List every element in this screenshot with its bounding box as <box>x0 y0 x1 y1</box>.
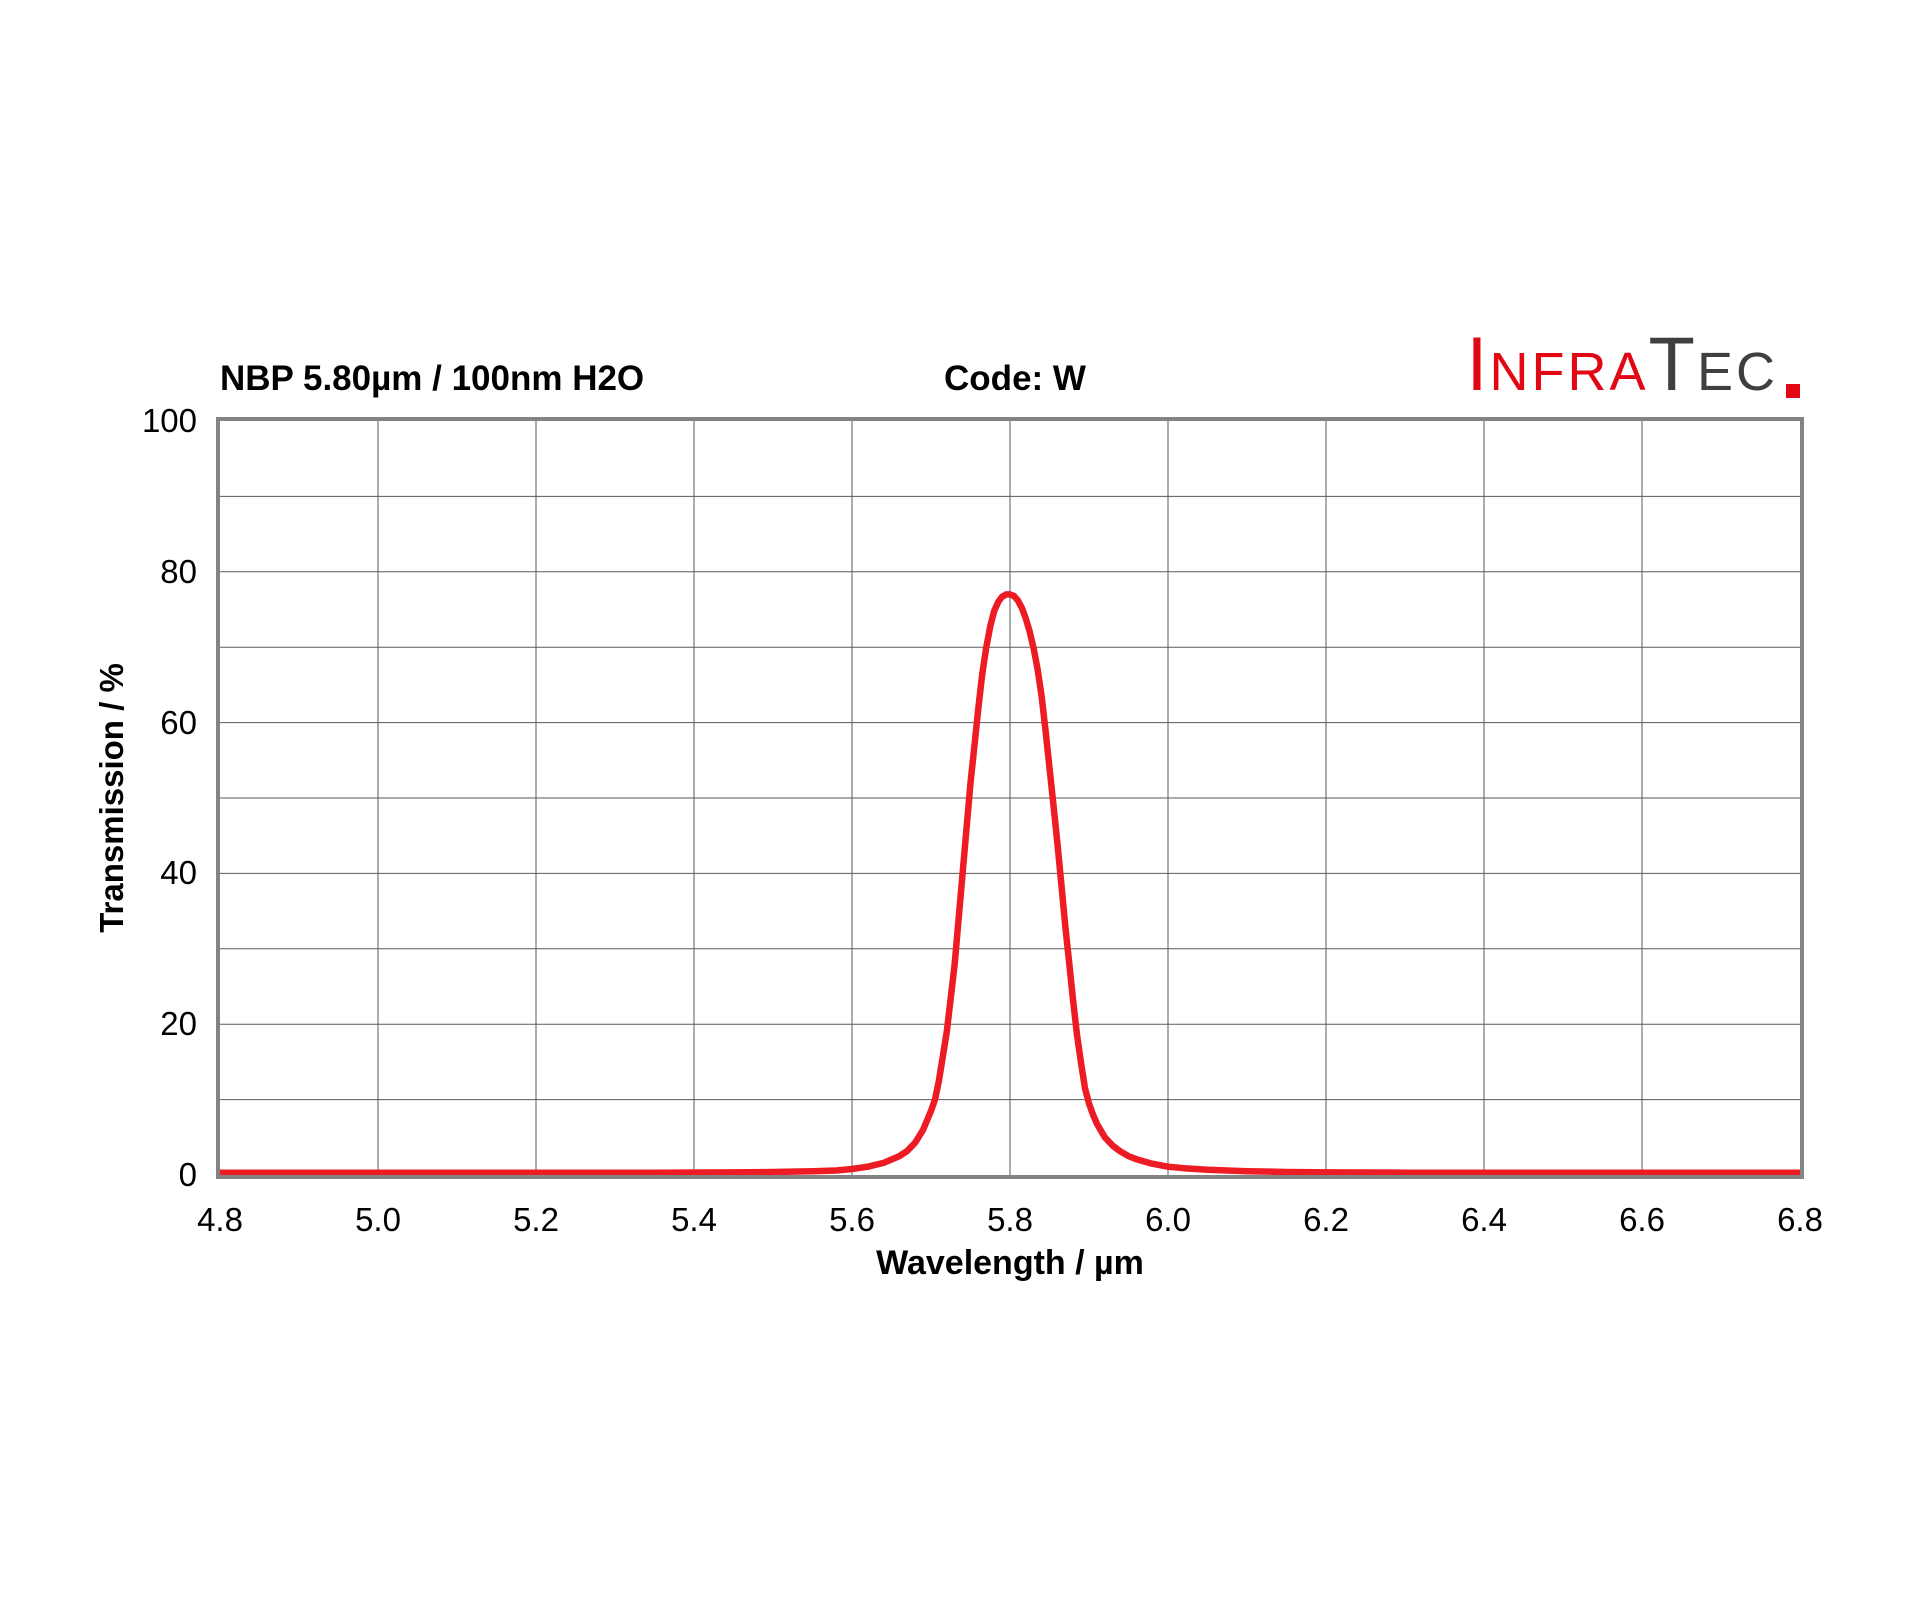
infratec-logo: I NFRA T EC <box>1400 322 1800 407</box>
x-tick-label: 5.2 <box>513 1201 559 1238</box>
x-tick-label: 5.8 <box>987 1201 1033 1238</box>
y-tick-label: 60 <box>160 703 197 741</box>
logo-dot-icon <box>1786 384 1800 398</box>
y-tick-label: 20 <box>160 1005 197 1043</box>
logo-part-t: T <box>1648 322 1697 407</box>
x-tick-label: 5.0 <box>355 1201 401 1238</box>
x-tick-label: 6.2 <box>1303 1201 1349 1238</box>
x-tick-label: 4.8 <box>197 1201 243 1238</box>
plot-area <box>216 417 1804 1179</box>
x-tick-label: 6.8 <box>1777 1201 1823 1238</box>
y-tick-label: 80 <box>160 552 197 590</box>
y-tick-label: 100 <box>141 402 197 439</box>
chart-title: NBP 5.80µm / 100nm H2O <box>220 359 645 398</box>
chart-code-label: Code: W <box>944 359 1086 398</box>
plot-svg <box>220 421 1800 1175</box>
x-tick-label: 6.0 <box>1145 1201 1191 1238</box>
x-axis-title: Wavelength / µm <box>876 1244 1144 1282</box>
logo-part-i: I <box>1466 322 1490 407</box>
y-tick-label: 0 <box>178 1156 197 1193</box>
x-tick-label: 5.4 <box>671 1201 717 1238</box>
logo-part-ec: EC <box>1696 342 1778 402</box>
logo-part-nfra: NFRA <box>1489 342 1649 402</box>
y-tick-label: 40 <box>160 854 197 892</box>
x-tick-label: 5.6 <box>829 1201 875 1238</box>
x-tick-label: 6.6 <box>1619 1201 1665 1238</box>
transmission-curve <box>220 591 1800 1175</box>
x-tick-label: 6.4 <box>1461 1201 1507 1238</box>
